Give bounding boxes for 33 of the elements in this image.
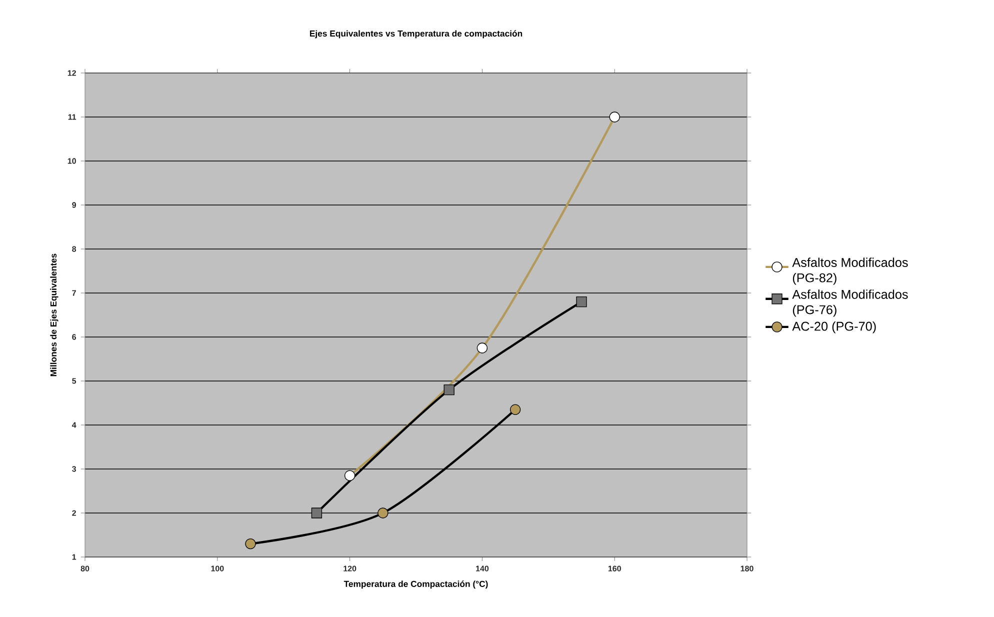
y-tick-label: 1 [72,554,76,560]
y-tick-label: 10 [68,158,76,164]
y-tick-label: 5 [72,378,76,384]
y-tick-label: 8 [72,246,76,252]
legend-label: AC-20 (PG-70) [792,321,876,334]
x-tick-label: 120 [344,566,356,572]
chart-title: Ejes Equivalentes vs Temperatura de compactación [310,30,522,38]
y-tick-label: 3 [72,466,76,472]
legend-label: Asfaltos Modificados (PG-76) [792,290,908,317]
y-tick-label: 7 [72,290,76,296]
x-tick-label: 160 [608,566,621,572]
x-tick-label: 180 [740,566,754,572]
legend-label: Asfaltos Modificados (PG-82) [792,258,908,285]
point [311,508,322,518]
y-tick-label: 12 [68,70,76,76]
point [444,384,454,396]
y-tick-label: 9 [72,202,76,208]
point [510,404,521,415]
y-axis-title: Millones de Ejes Equivalentes [50,254,58,376]
point [476,342,488,354]
point [245,538,256,550]
point [576,296,587,308]
point [378,508,388,518]
y-tick-label: 4 [72,422,76,428]
x-tick-label: 80 [80,566,90,572]
y-tick-label: 6 [72,334,76,340]
x-axis-title: Temperatura de Compactación (°C) [344,580,488,589]
x-tick-label: 140 [476,566,489,572]
x-tick-label: 100 [211,566,224,572]
y-tick-label: 11 [68,114,76,120]
point [344,470,356,481]
y-tick-label: 2 [72,510,76,516]
point [609,112,620,122]
